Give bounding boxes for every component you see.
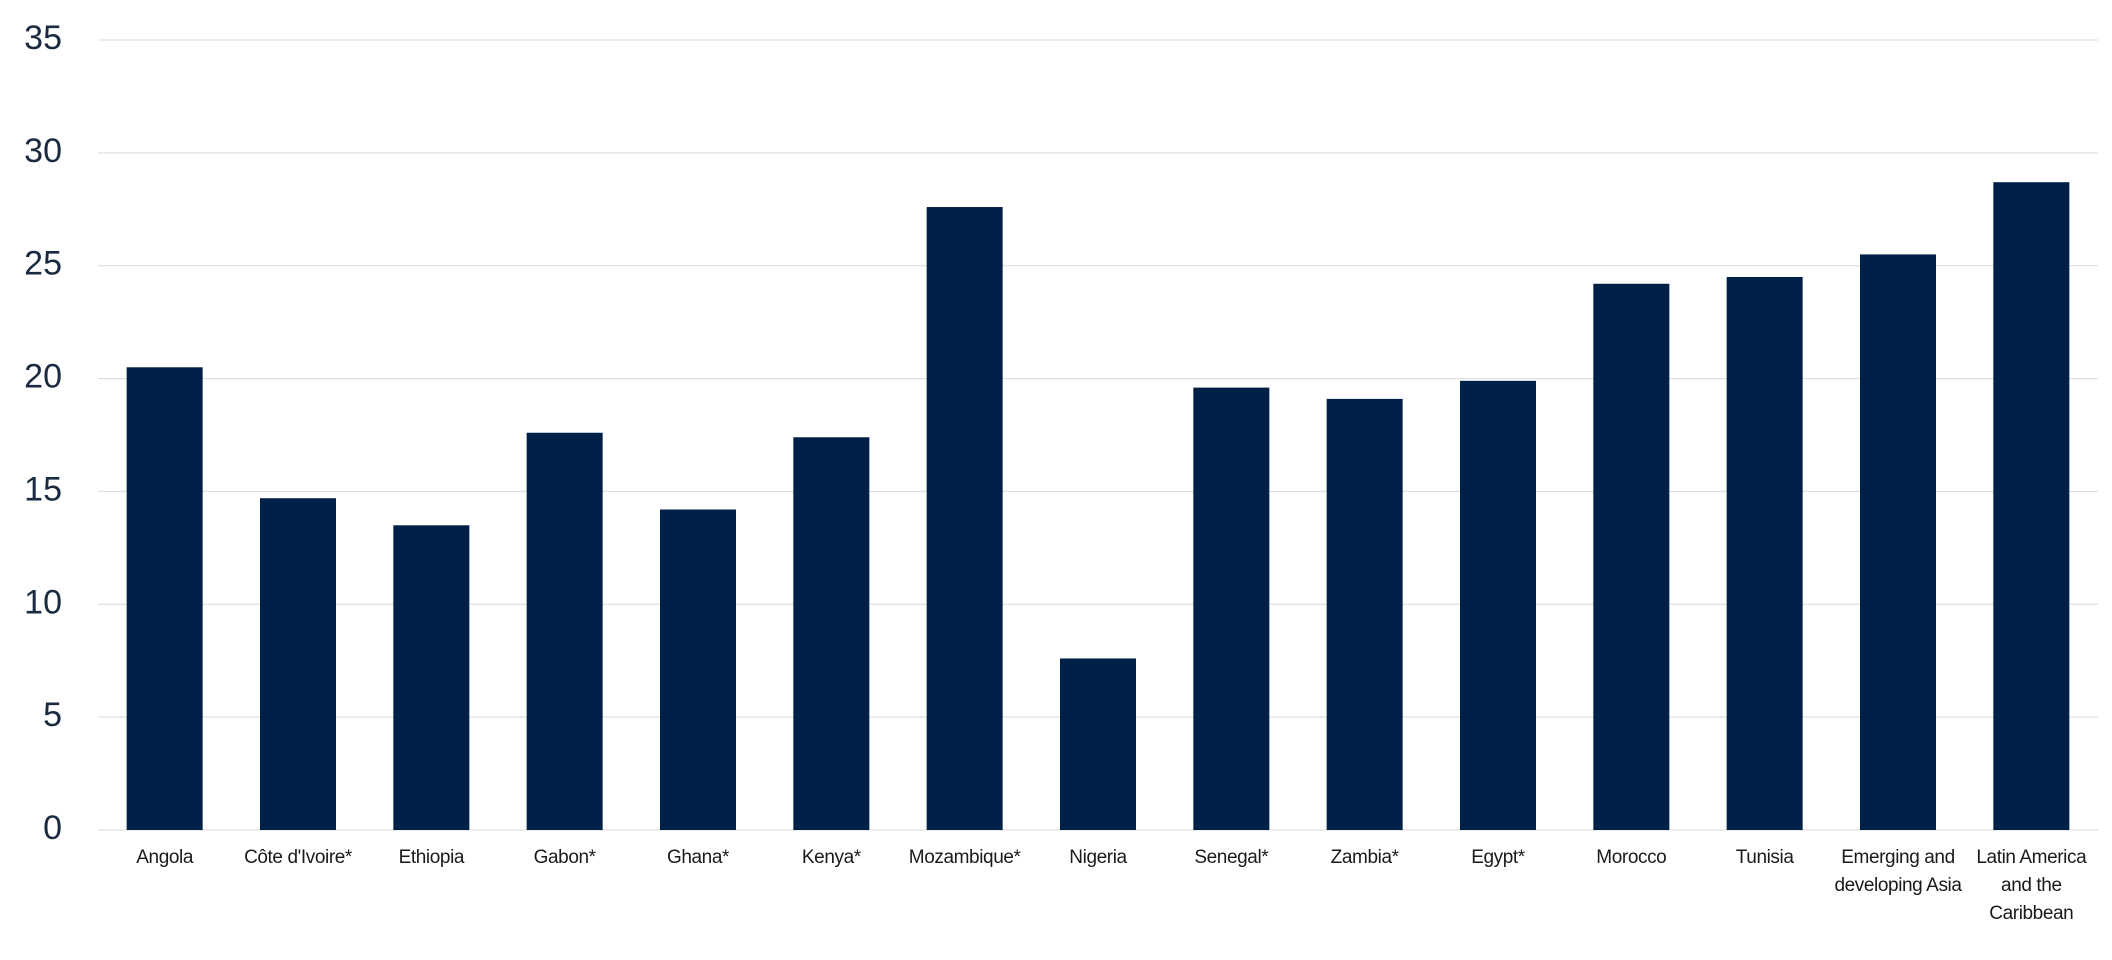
y-tick-label: 0 (43, 809, 62, 847)
bar (793, 437, 870, 830)
x-tick-label: Ghana* (666, 847, 730, 868)
bar (1860, 254, 1936, 830)
x-tick-label: Kenya* (801, 847, 861, 868)
x-tick-label: Egypt* (1471, 847, 1525, 868)
x-tick-label: Angola (136, 847, 194, 868)
x-tick-label: Senegal* (1194, 847, 1269, 868)
y-tick-label: 5 (43, 696, 62, 734)
y-tick-label: 10 (24, 583, 62, 621)
bar (1193, 387, 1270, 830)
bar (1993, 182, 2070, 830)
bar (526, 432, 603, 830)
y-tick-label: 30 (24, 132, 62, 170)
y-tick-label: 25 (24, 245, 62, 283)
x-tick-label: Emerging and developing Asia (1834, 847, 1962, 896)
x-tick-label: Mozambique* (908, 847, 1021, 868)
bar (1726, 277, 1803, 830)
x-tick-label: Gabon* (533, 847, 596, 868)
bar (393, 525, 470, 830)
x-tick-label: Zambia* (1330, 847, 1399, 868)
bar (126, 367, 203, 830)
bar (260, 498, 336, 830)
y-tick-label: 15 (24, 470, 62, 508)
x-tick-label: Latin America and the Caribbean (1976, 847, 2087, 924)
bar (1326, 398, 1403, 830)
x-tick-label: Tunisia (1735, 847, 1794, 868)
y-tick-label: 20 (24, 358, 62, 396)
x-tick-label: Côte d'Ivoire* (244, 847, 352, 868)
x-tick-label: Morocco (1596, 847, 1667, 868)
bar (1593, 283, 1670, 830)
y-tick-label: 35 (24, 19, 62, 57)
bar (926, 207, 1003, 830)
bar (1460, 380, 1536, 830)
bar (660, 509, 736, 830)
x-tick-label: Nigeria (1069, 847, 1127, 868)
x-tick-label: Ethiopia (398, 847, 465, 868)
bar (1060, 658, 1136, 830)
